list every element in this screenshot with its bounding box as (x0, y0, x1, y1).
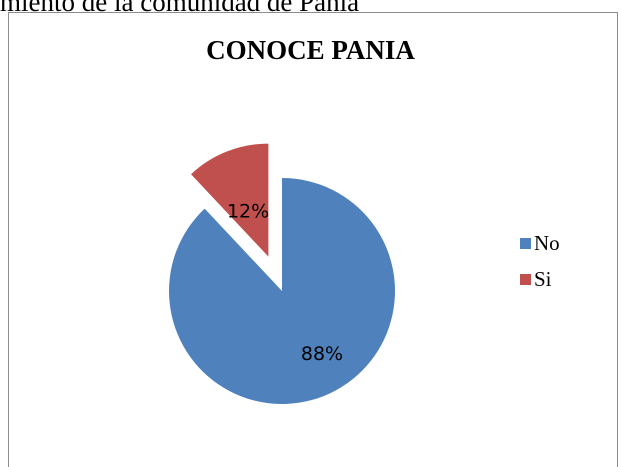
pie-slice-no (169, 178, 395, 404)
chart-title: CONOCE PANIA (206, 35, 415, 65)
legend-item-si: Si (520, 266, 560, 292)
legend-item-no: No (520, 230, 560, 256)
pie-slice-si (191, 143, 269, 257)
legend-label-si: Si (534, 266, 552, 291)
data-label-no: 88% (301, 343, 343, 365)
data-label-si: 12% (227, 200, 269, 222)
legend-label-no: No (534, 230, 560, 255)
pie-chart: 88% 12% (169, 143, 395, 404)
chart-legend: No Si (520, 230, 560, 302)
legend-swatch-si (520, 273, 531, 285)
legend-swatch-no (520, 237, 531, 249)
